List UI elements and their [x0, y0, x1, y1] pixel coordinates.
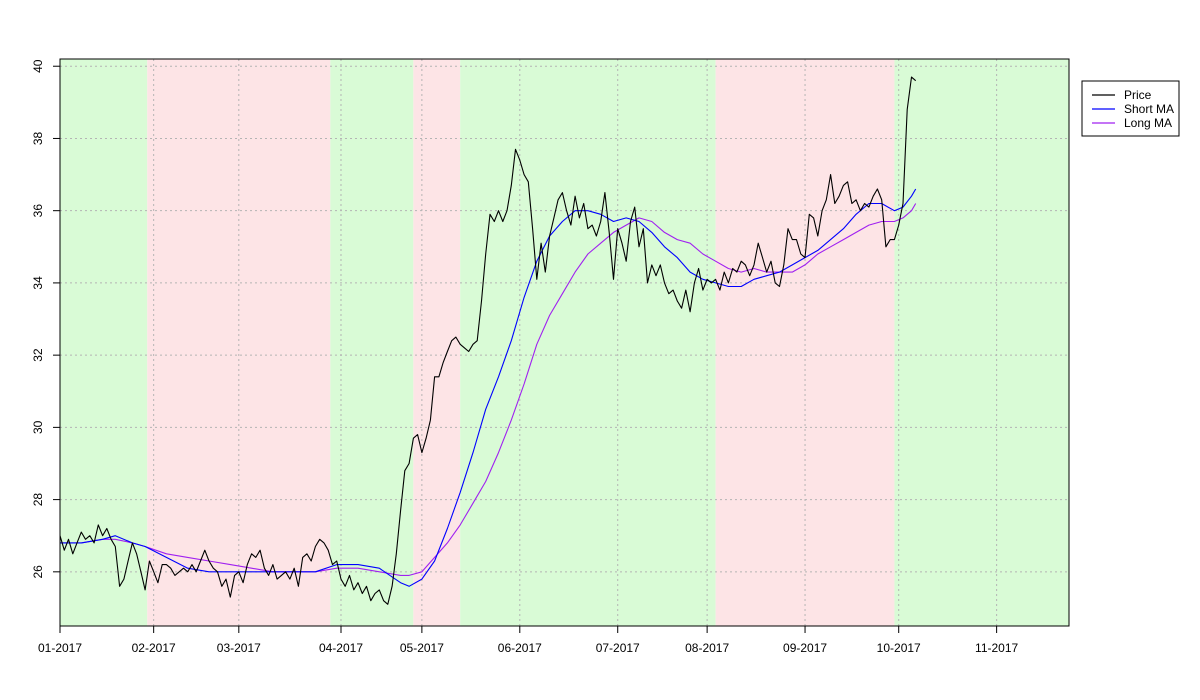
regime-band-bearish	[147, 59, 331, 626]
x-tick-label: 02-2017	[132, 641, 176, 655]
legend-label-long-ma: Long MA	[1124, 116, 1172, 130]
x-tick-label: 10-2017	[877, 641, 921, 655]
regime-band-bullish	[460, 59, 716, 626]
y-tick-label: 34	[31, 276, 45, 290]
series-line-short-ma	[60, 188, 917, 587]
grid-lines	[59, 59, 1069, 626]
x-axis: 01-2017 02-2017 03-2017 04-2017 05-2017 06-20…	[38, 625, 1019, 655]
y-tick-label: 38	[31, 131, 45, 145]
x-tick-label: 03-2017	[217, 641, 261, 655]
x-tick-label: 08-2017	[685, 641, 729, 655]
x-tick-label: 06-2017	[498, 641, 542, 655]
x-tick-label: 07-2017	[596, 641, 640, 655]
y-tick-label: 32	[31, 348, 45, 362]
series-lines	[59, 76, 917, 605]
regime-band-bullish	[330, 59, 414, 626]
regime-band-bullish	[60, 59, 148, 626]
x-tick-label: 04-2017	[319, 641, 363, 655]
series-line-price	[59, 76, 917, 605]
y-axis: 26 28 30 32 34 36 38 40	[31, 59, 61, 579]
x-tick-label: 01-2017	[38, 641, 82, 655]
y-tick-label: 36	[31, 204, 45, 218]
regime-band-bearish	[413, 59, 461, 626]
x-tick-label: 09-2017	[783, 641, 827, 655]
regime-band-bullish	[894, 59, 1069, 626]
regime-shading	[60, 59, 1069, 626]
y-tick-label: 30	[31, 420, 45, 434]
x-tick-label: 05-2017	[400, 641, 444, 655]
regime-band-bearish	[715, 59, 895, 626]
series-line-long-ma	[60, 203, 917, 576]
y-tick-label: 26	[31, 565, 45, 579]
x-tick-label: 11-2017	[975, 641, 1018, 655]
y-tick-label: 40	[31, 59, 45, 73]
legend-label-price: Price	[1124, 88, 1152, 102]
y-tick-label: 28	[31, 493, 45, 507]
legend-label-short-ma: Short MA	[1124, 102, 1174, 116]
